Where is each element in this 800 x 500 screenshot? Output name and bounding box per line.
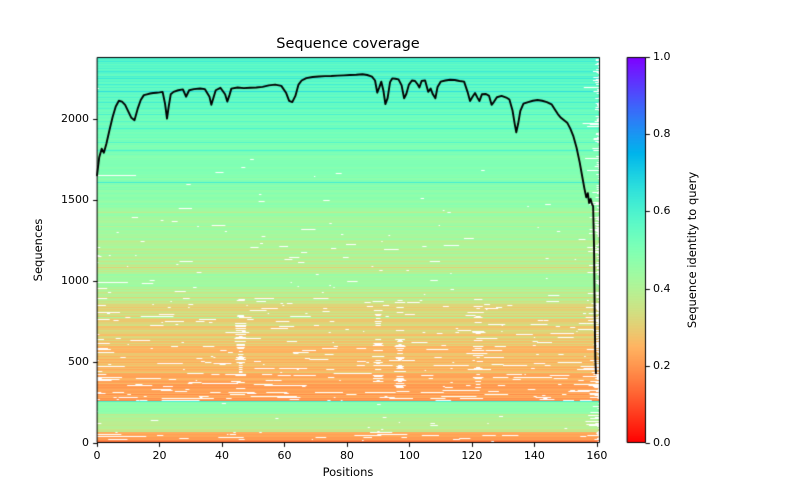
y-tick-label: 500 — [68, 354, 89, 368]
colorbar-tick-label: 0.0 — [653, 436, 671, 449]
x-tick-label: 160 — [586, 449, 608, 462]
x-tick-label: 80 — [339, 449, 354, 462]
y-tick-label: 1500 — [61, 192, 89, 206]
colorbar-tick-label: 1.0 — [653, 50, 671, 63]
y-tick-label: 1000 — [61, 273, 89, 287]
y-tick-label: 0 — [82, 436, 89, 449]
colorbar-label: Sequence identity to query — [685, 171, 699, 329]
x-tick-label: 40 — [214, 449, 229, 462]
colorbar-tick-label: 0.8 — [653, 127, 671, 141]
colorbar-tick-label: 0.6 — [653, 204, 671, 218]
x-tick-label: 20 — [152, 449, 167, 462]
x-tick-label: 120 — [461, 449, 483, 462]
x-tick-label: 100 — [398, 449, 420, 462]
y-axis-label: Sequences — [31, 218, 45, 282]
x-tick-label: 140 — [523, 449, 545, 462]
x-tick-label: 0 — [93, 449, 101, 462]
x-tick-label: 60 — [277, 449, 292, 462]
y-tick-label: 2000 — [61, 111, 89, 125]
colorbar-tick-label: 0.4 — [653, 281, 671, 295]
colorbar-tick-label: 0.2 — [653, 358, 671, 372]
chart-title: Sequence coverage — [276, 36, 420, 52]
x-axis-label: Positions — [322, 465, 374, 479]
